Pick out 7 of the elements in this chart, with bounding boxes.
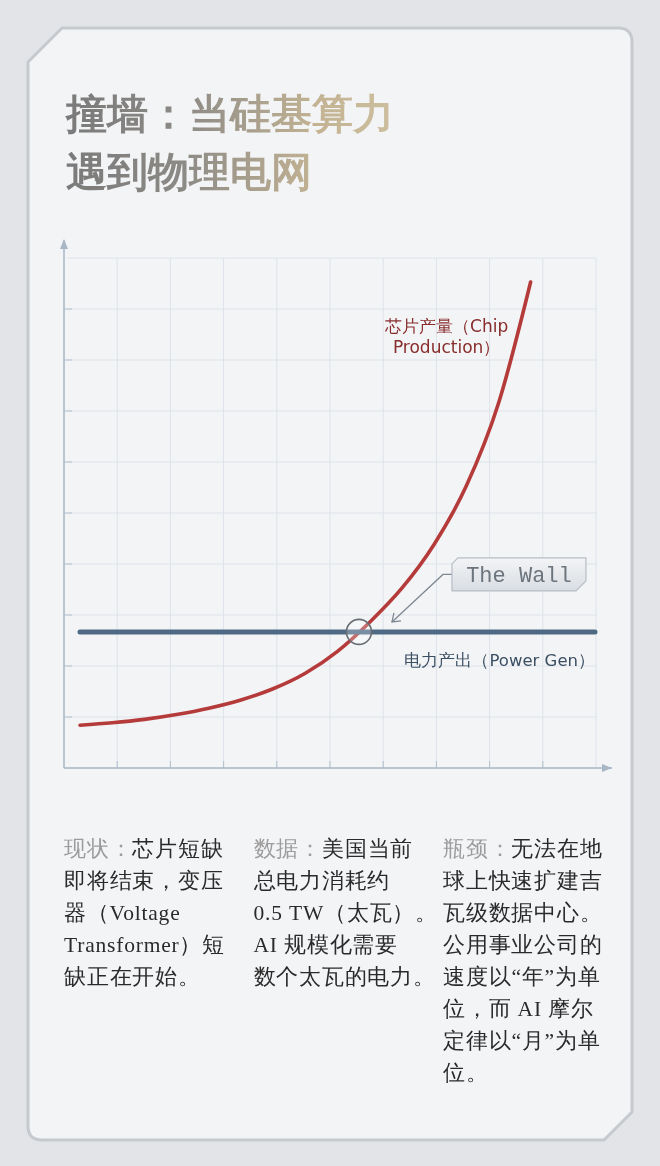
text: 现状：芯片短缺即将结束，变压器（Voltage Transformer）短缺正在开始。 <box>64 837 226 989</box>
chart-title: 撞墙：当硅基算力遇到物理电网 <box>64 90 394 196</box>
annotation: The Wall <box>466 563 572 589</box>
text: 瓶颈：无法在地球上快速扩建吉瓦级数据中心。公用事业公司的速度以“年”为单位，而 AI 摩尔定律以“月”为单位。 <box>443 837 603 1085</box>
series-label: 电力产出（Power Gen） <box>404 650 595 670</box>
text: 数据：美国当前总电力消耗约0.5 TW（太瓦）。AI 规模化需要数个太瓦的电力。 <box>252 837 438 989</box>
series-label: 芯片产量（Chip Production） <box>384 316 509 357</box>
